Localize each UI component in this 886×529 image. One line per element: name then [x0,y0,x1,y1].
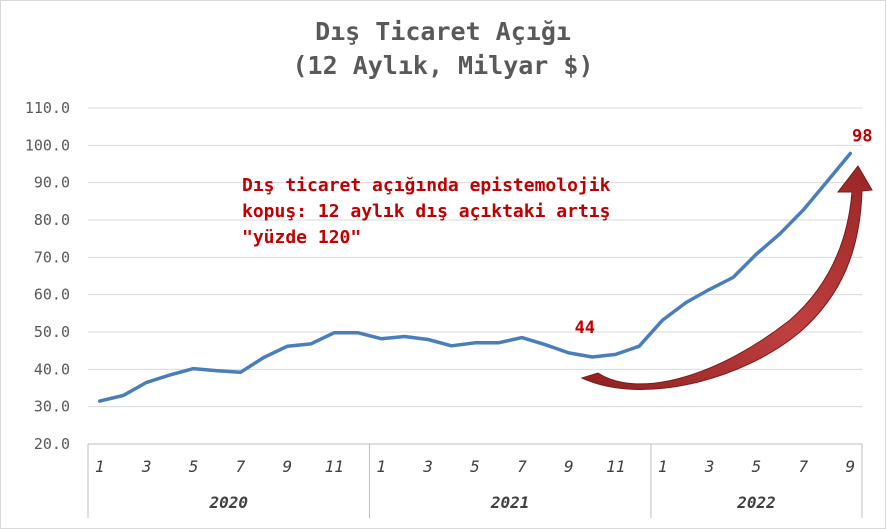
y-tick-label: 60.0 [34,286,70,304]
data-point [239,371,242,374]
data-point [403,335,406,338]
x-tick-label: 1 [376,457,386,476]
data-point [637,344,641,348]
x-tick-label: 7 [236,457,246,476]
y-tick-label: 80.0 [34,211,70,229]
x-tick-label: 5 [470,457,480,476]
data-point [192,367,195,370]
x-tick-label: 9 [845,457,855,476]
data-point [708,288,711,291]
x-tick-label: 9 [564,457,574,476]
data-point [145,381,148,384]
series [97,151,853,403]
data-point [473,341,477,345]
data-point [825,180,829,184]
y-tick-label: 110.0 [25,99,70,117]
x-tick-label: 1 [95,457,105,476]
x-tick-label: 9 [283,457,293,476]
data-point [544,343,547,346]
data-point [98,399,101,403]
x-tick-label: 11 [606,457,625,476]
x-tick-label: 3 [704,457,715,476]
point-labels: 44 98 [575,127,873,338]
data-point [520,336,524,339]
y-axis: 20.0 30.0 40.0 50.0 60.0 70.0 80.0 90.0 100.0 110… [25,99,70,453]
data-point [333,331,336,334]
x-tick-label: 7 [517,457,527,476]
year-label: 2020 [208,493,248,512]
data-point [450,344,453,348]
annotation-line-3: "yüzde 120" [242,227,361,248]
annotation-line-1: Dış ticaret açığında epistemolojik [242,175,611,196]
growth-arrow [580,165,873,390]
annotation: Dış ticaret açığında epistemolojik kopuş… [242,175,611,248]
data-point [286,344,289,348]
y-tick-label: 70.0 [34,248,70,266]
y-tick-label: 20.0 [34,435,70,453]
data-point [567,351,571,355]
data-point [215,369,219,373]
y-tick-label: 100.0 [25,136,70,154]
data-label: 98 [852,127,872,147]
data-point [849,152,852,155]
annotation-line-2: kopuş: 12 aylık dış açıktaki artış [242,201,610,222]
data-point [614,353,617,356]
data-point [356,331,359,334]
y-tick-label: 90.0 [34,174,70,192]
x-tick-label: 5 [189,457,199,476]
data-label: 44 [575,318,595,338]
x-tick-label: 3 [141,457,152,476]
chart-title-line-2: (12 Aylık, Milyar $) [292,51,593,80]
y-tick-label: 40.0 [34,360,70,378]
year-label: 2022 [736,493,776,512]
x-tick-label: 3 [422,457,433,476]
data-point [802,208,805,212]
x-tick-label: 7 [799,457,809,476]
data-point [121,394,125,397]
growth-arrow-body [580,165,873,390]
data-point [262,356,266,359]
y-tick-label: 50.0 [34,323,70,341]
data-point [379,337,383,340]
data-point [755,252,758,256]
x-tick-label: 5 [752,457,762,476]
data-point [168,373,172,377]
chart-title-line-1: Dış Ticaret Açığı [315,17,571,46]
gridlines [88,107,862,445]
data-point [661,318,664,322]
data-point [426,338,430,341]
x-tick-label: 11 [325,457,344,476]
year-label: 2021 [490,493,530,512]
x-tick-label: 1 [658,457,668,476]
data-point [778,232,782,236]
data-point [497,341,500,345]
data-point [591,355,594,359]
y-tick-label: 30.0 [34,398,70,416]
data-point [684,301,688,304]
data-point [309,342,313,346]
data-point [731,276,735,279]
